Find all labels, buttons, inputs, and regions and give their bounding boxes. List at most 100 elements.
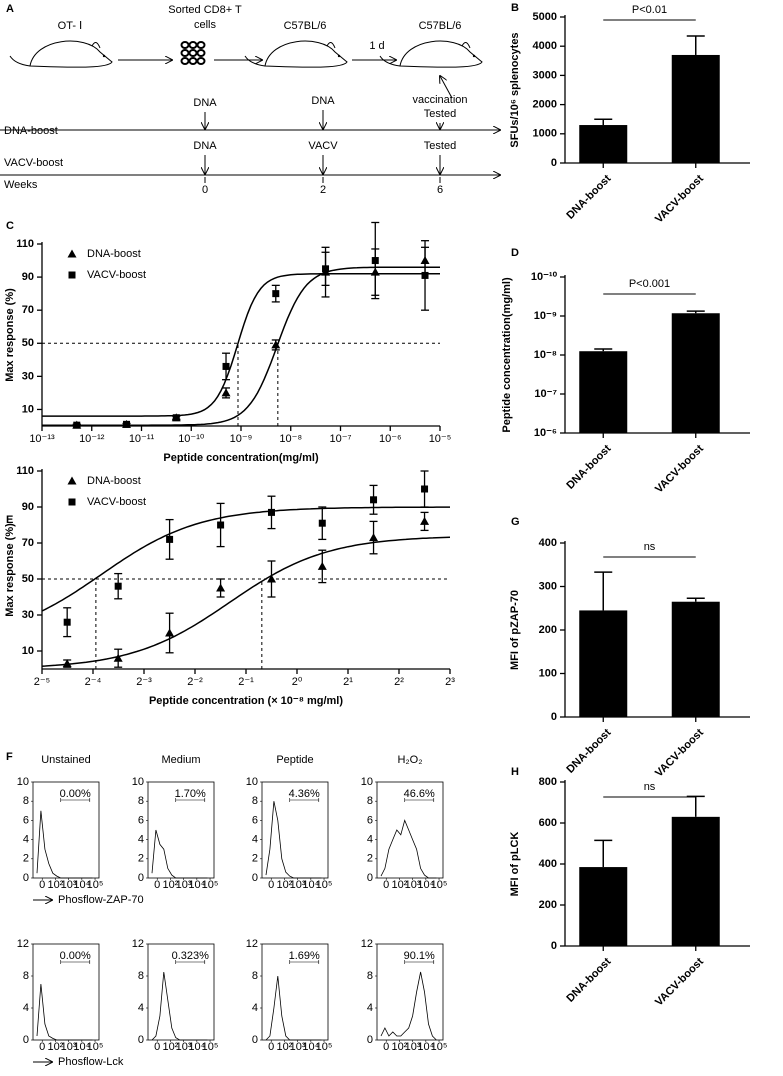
y-tick-label: 600 (539, 817, 557, 829)
y-tick-label: 70 (22, 537, 34, 549)
gate-percent: 4.36% (289, 788, 320, 800)
x-tick-label: DNA-boost (564, 726, 613, 775)
y-tick-label: 8 (367, 970, 373, 982)
bar (579, 610, 628, 717)
y-tick-label: 6 (367, 814, 373, 826)
fit-curve (42, 273, 440, 417)
x-tick-label: DNA-boost (564, 442, 613, 491)
x-tick-label: 2⁻⁴ (85, 676, 102, 688)
y-tick-label: 10 (22, 645, 34, 657)
data-point (371, 257, 379, 265)
x-tick-label: 2³ (445, 676, 455, 688)
y-tick-label: 4 (367, 834, 373, 846)
mouse-eye (472, 54, 476, 58)
panel-letter: F (6, 751, 13, 763)
cells-label: cells (194, 19, 217, 31)
column-title: Medium (161, 754, 200, 766)
cell (196, 57, 206, 65)
x-tick-label: 10⁻¹² (79, 433, 105, 445)
x-tick-label: 0 (154, 1041, 160, 1053)
y-axis-title: Peptide concentration(mg/ml) (501, 277, 513, 433)
gate-percent: 0.00% (60, 950, 91, 962)
bar (671, 54, 720, 163)
y-tick-label: 4 (23, 1002, 29, 1014)
x-tick-label: 0 (268, 1041, 274, 1053)
y-tick-label: 4 (367, 1002, 373, 1014)
x-tick-label: 10³ (290, 1041, 306, 1053)
data-point (63, 618, 71, 626)
data-point (370, 496, 378, 504)
data-point (113, 653, 123, 662)
y-tick-label: 8 (252, 970, 258, 982)
y-tick-label: 400 (539, 537, 557, 549)
data-point (166, 535, 174, 543)
x-axis-title: Peptide concentration (× 10⁻⁸ mg/ml) (149, 695, 343, 707)
data-point (217, 521, 225, 529)
data-point (369, 533, 379, 542)
y-tick-label: 50 (22, 573, 34, 585)
x-tick-label: 10³ (405, 1041, 421, 1053)
histogram (380, 971, 437, 1041)
histogram-frame (376, 781, 444, 879)
data-point (114, 582, 122, 590)
y-tick-label: 200 (539, 899, 557, 911)
y-tick-label: 110 (16, 465, 34, 477)
y-tick-label: 4 (138, 834, 144, 846)
x-tick-label: 10⁻¹⁰ (178, 433, 205, 445)
y-tick-label: 30 (22, 370, 34, 382)
x-tick-label: 10² (391, 879, 407, 891)
x-tick-label: 0 (268, 879, 274, 891)
event-label: Tested (424, 108, 456, 120)
cell (180, 57, 190, 65)
panel-letter: D (511, 247, 519, 259)
y-tick-label: 50 (22, 337, 34, 349)
x-axis-title: Peptide concentration(mg/ml) (163, 452, 319, 464)
legend-label: DNA-boost (87, 475, 141, 487)
y-tick-label: 0 (138, 872, 144, 884)
y-tick-label: 10 (22, 403, 34, 415)
y-tick-label: 3000 (533, 69, 557, 81)
y-tick-label: 8 (23, 970, 29, 982)
x-tick-label: 0 (39, 879, 45, 891)
x-tick-label: 10⁵ (202, 879, 219, 891)
x-tick-label: 10⁻¹¹ (129, 433, 155, 445)
x-tick-label: 10⁵ (431, 879, 448, 891)
panel-letter: C (6, 220, 14, 232)
significance-label: P<0.01 (632, 4, 667, 16)
x-tick-label: VACV-boost (653, 726, 706, 779)
panel-letter: E (6, 514, 13, 526)
x-tick-label: 10⁻⁷ (329, 433, 351, 445)
arrow (440, 76, 453, 99)
bar (671, 601, 720, 717)
y-tick-label: 8 (252, 795, 258, 807)
mouse-tail (244, 55, 266, 67)
row-label: DNA-boost (4, 125, 58, 137)
data-point (267, 508, 275, 516)
y-tick-label: 0 (551, 711, 557, 723)
y-tick-label: 800 (539, 776, 557, 788)
x-tick-label: 10⁵ (316, 1041, 333, 1053)
event-label: DNA (193, 97, 217, 109)
significance-label: ns (644, 781, 656, 793)
x-tick-label: 10⁴ (188, 879, 205, 891)
gate-percent: 0.00% (60, 788, 91, 800)
x-tick-label: 10² (162, 879, 178, 891)
x-tick-label: 10⁻⁵ (429, 433, 452, 445)
x-tick-label: 10³ (61, 879, 77, 891)
x-tick-label: 10³ (61, 1041, 77, 1053)
panel-letter: G (511, 516, 520, 528)
bar (579, 125, 628, 163)
y-tick-label: 8 (367, 795, 373, 807)
x-tick-label: 2⁻³ (136, 676, 152, 688)
y-tick-label: 10⁻⁷ (534, 388, 557, 400)
histogram (380, 819, 437, 879)
y-tick-label: 8 (138, 970, 144, 982)
y-tick-label: 10⁻⁸ (534, 349, 557, 361)
x-tick-label: 10⁻¹³ (29, 433, 55, 445)
mouse-ear (91, 42, 101, 49)
gate-percent: 1.70% (175, 788, 206, 800)
x-tick-label: 2⁻⁵ (34, 676, 50, 688)
y-tick-label: 0 (23, 872, 29, 884)
y-axis-title: SFUs/10⁶ splenocytes (509, 32, 521, 147)
y-tick-label: 6 (23, 814, 29, 826)
